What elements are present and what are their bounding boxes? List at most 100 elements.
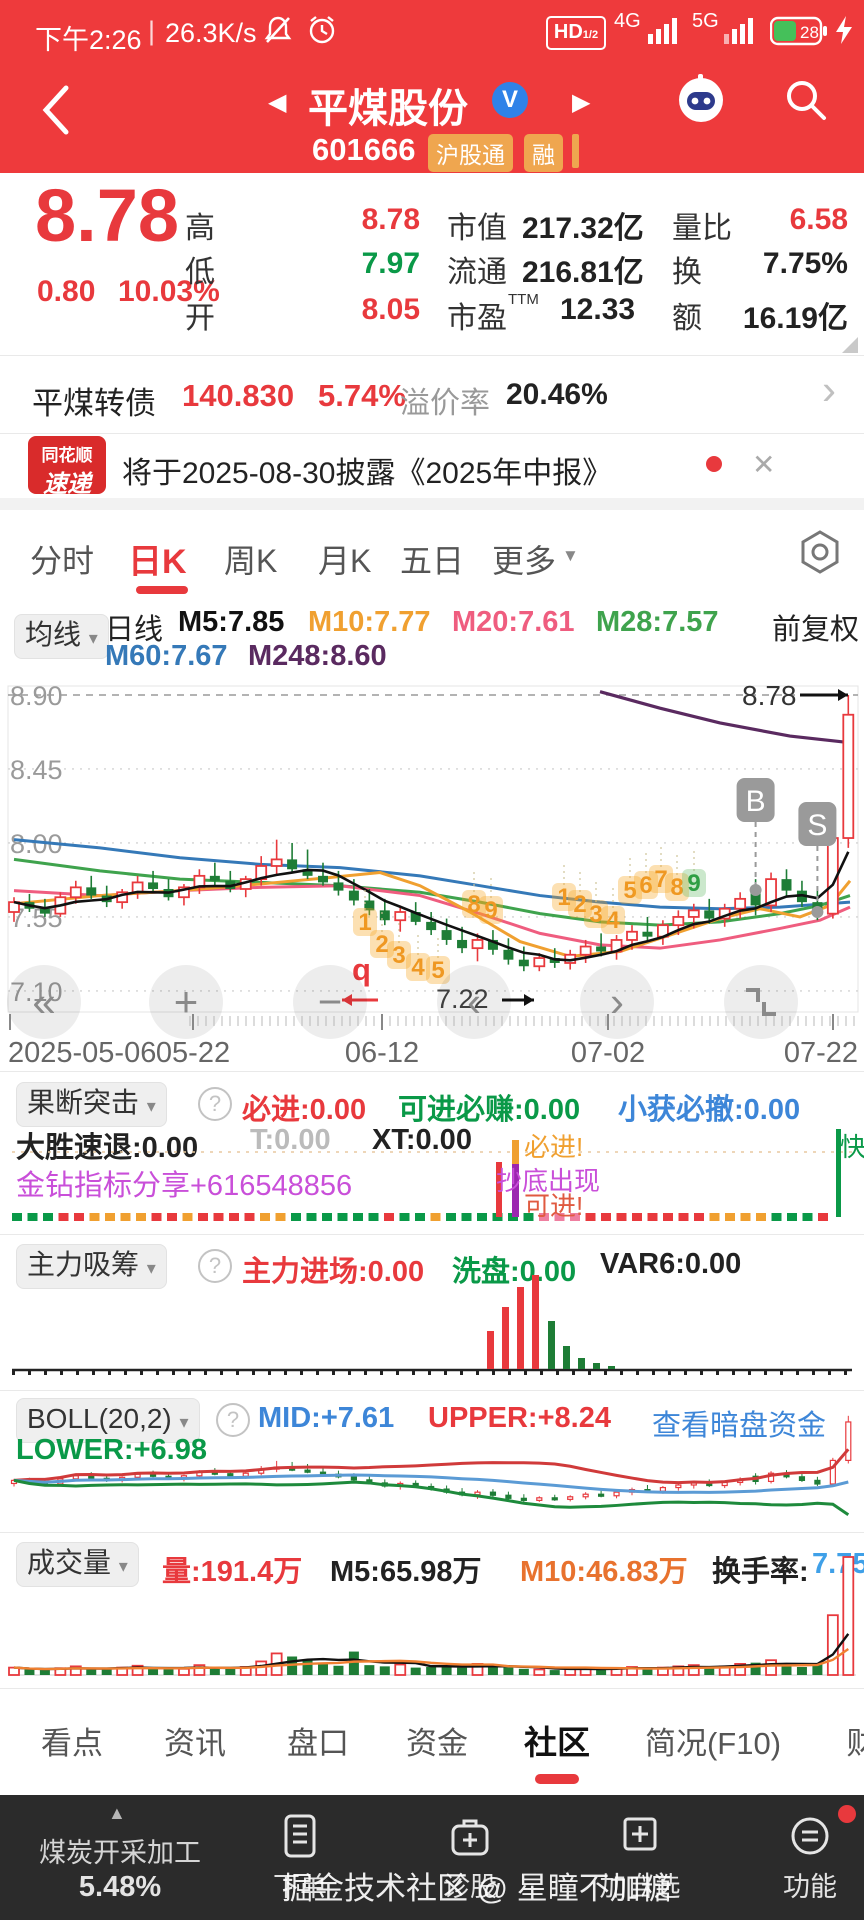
sector-pct: 5.48%	[78, 1871, 162, 1903]
tab-order-book[interactable]: 盘口	[287, 1726, 349, 1761]
premium-value: 20.46%	[506, 378, 608, 411]
robot-assistant-icon[interactable]	[672, 70, 730, 128]
svg-text:+: +	[174, 978, 199, 1025]
value-turnover: 7.75%	[762, 247, 848, 280]
close-icon[interactable]: ✕	[752, 449, 776, 480]
svg-text:9: 9	[687, 870, 700, 897]
absorb-selector[interactable]: 主力吸筹 ▾	[16, 1244, 167, 1289]
verified-badge-icon: V	[492, 82, 528, 118]
tab-highlights[interactable]: 看点	[41, 1726, 103, 1761]
svg-text:8.78: 8.78	[742, 680, 797, 711]
search-icon[interactable]	[782, 76, 830, 124]
notification-dot	[838, 1805, 856, 1823]
network-speed: 26.3K/s	[165, 18, 257, 48]
next-stock-icon[interactable]: ▶	[572, 89, 591, 116]
svg-text:8: 8	[670, 874, 683, 901]
quote-panel[interactable]: 8.78 0.80 10.03% 高 8.78 市值 217.32亿 量比 6.…	[0, 173, 864, 355]
label-amount: 额	[672, 302, 702, 335]
alarm-clock-icon	[306, 14, 338, 46]
sector-name[interactable]: 煤炭开采加工	[39, 1838, 201, 1868]
tab-community[interactable]: 社区	[524, 1724, 590, 1761]
active-tab-underline	[136, 586, 188, 594]
value-open: 8.05	[361, 293, 420, 326]
boll-selector[interactable]: BOLL(20,2) ▾	[16, 1398, 200, 1443]
label-low: 低	[185, 256, 215, 289]
tab-weekly-k[interactable]: 周K	[224, 543, 278, 579]
stock-title: 平煤股份	[308, 87, 468, 131]
boll-lower: LOWER:+6.98	[16, 1434, 207, 1466]
dark-pool-link[interactable]: 查看暗盘资金	[652, 1410, 827, 1442]
help-icon[interactable]: ?	[216, 1403, 250, 1437]
expand-corner-icon[interactable]	[842, 337, 858, 353]
add-watchlist-icon[interactable]	[617, 1813, 663, 1859]
ma-legend: 均线 ▾ 日线 M5:7.85 M10:7.77 M20:7.61 M28:7.…	[0, 604, 864, 672]
volume-ma5: M5:65.98万	[330, 1556, 482, 1588]
tab-five-day[interactable]: 五日	[400, 543, 465, 579]
svg-text:必进!: 必进!	[524, 1132, 583, 1162]
svg-text:6: 6	[639, 872, 652, 899]
more-functions-label[interactable]: 功能	[783, 1872, 837, 1902]
tab-more[interactable]: 更多	[492, 543, 557, 579]
volume-selector[interactable]: 成交量 ▾	[16, 1542, 139, 1587]
svg-text:5: 5	[431, 957, 444, 984]
kline-chart[interactable]: 8.90 8.45 8.00 7.55 7.10 1 2 3 4 5 8 9 1 2 3 4 5 6 7 8 9 B S 8.…	[0, 672, 864, 1070]
ma60-value: M60:7.67	[105, 640, 228, 672]
svg-text:05-22: 05-22	[156, 1037, 230, 1069]
boll-upper: UPPER:+8.24	[428, 1402, 611, 1434]
help-icon[interactable]: ?	[198, 1087, 232, 1121]
svg-text:8.45: 8.45	[10, 755, 63, 785]
adjust-mode[interactable]: 前复权	[772, 614, 860, 646]
diagnose-icon[interactable]	[447, 1813, 493, 1859]
svg-text:4: 4	[606, 907, 620, 934]
tab-daily-k[interactable]: 日K	[128, 543, 187, 581]
absorb-stat-3: VAR6:0.00	[600, 1248, 742, 1280]
more-caret-icon[interactable]: ▼	[562, 546, 579, 565]
mute-icon	[262, 14, 294, 46]
turnover-label: 换手率:	[712, 1556, 809, 1588]
add-watchlist-label[interactable]: 加自选	[599, 1872, 681, 1902]
assault-selector[interactable]: 果断突击 ▾	[16, 1082, 167, 1127]
svg-text:S: S	[807, 809, 827, 842]
assault-stat-6: XT:0.00	[372, 1124, 472, 1156]
bond-name: 平煤转债	[32, 386, 156, 421]
ma10-value: M10:7.77	[308, 606, 431, 638]
ths-express-badge: 同花顺 速递	[28, 436, 106, 498]
value-volratio: 6.58	[789, 203, 848, 236]
svg-text:抄底出现: 抄底出现	[496, 1166, 600, 1196]
tab-funds[interactable]: 资金	[406, 1726, 468, 1761]
ma248-value: M248:8.60	[248, 640, 387, 672]
sector-up-icon: ▲	[108, 1803, 126, 1823]
tab-profile-f10[interactable]: 简况(F10)	[644, 1726, 782, 1761]
boll-panel: BOLL(20,2) ▾ ? MID:+7.61 UPPER:+8.24 查看暗…	[0, 1392, 864, 1532]
back-icon[interactable]	[38, 80, 74, 140]
tab-news[interactable]: 资讯	[164, 1726, 226, 1761]
absorb-stat-2: 洗盘:0.00	[452, 1256, 577, 1288]
svg-text:2: 2	[573, 891, 586, 918]
bond-pct: 5.74%	[318, 378, 406, 413]
bond-row[interactable]: 平煤转债 140.830 5.74% 溢价率 20.46% ›	[0, 356, 864, 433]
news-banner[interactable]: 同花顺 速递 将于2025-08-30披露《2025年中报》 ✕	[0, 434, 864, 498]
order-label[interactable]: 下单	[273, 1872, 327, 1902]
svg-text:B: B	[746, 785, 766, 818]
ma20-value: M20:7.61	[452, 606, 575, 638]
label-volratio: 量比	[672, 212, 732, 245]
diagnose-label[interactable]: 诊股	[443, 1872, 497, 1902]
signal-bars-4g-icon	[648, 16, 682, 44]
chart-settings-icon[interactable]	[796, 528, 844, 576]
prev-stock-icon[interactable]: ◀	[268, 89, 287, 116]
svg-text:4: 4	[411, 954, 425, 981]
label-turnover: 换	[672, 256, 702, 289]
svg-text:8: 8	[467, 891, 480, 918]
tab-minute[interactable]: 分时	[30, 543, 95, 579]
svg-text:7.10: 7.10	[10, 977, 63, 1007]
order-icon[interactable]	[277, 1813, 323, 1859]
absorb-stat-1: 主力进场:0.00	[242, 1256, 425, 1288]
section-tab-bar: 看点 资讯 盘口 资金 社区 简况(F10) 财	[0, 1690, 864, 1795]
more-functions-icon[interactable]	[787, 1813, 833, 1859]
svg-text:1: 1	[358, 909, 371, 936]
help-icon[interactable]: ?	[198, 1249, 232, 1283]
tab-monthly-k[interactable]: 月K	[318, 543, 372, 579]
price-change: 0.80	[37, 275, 96, 308]
ma-selector[interactable]: 均线 ▾	[14, 614, 109, 659]
tab-finance-clipped[interactable]: 财	[846, 1726, 864, 1761]
